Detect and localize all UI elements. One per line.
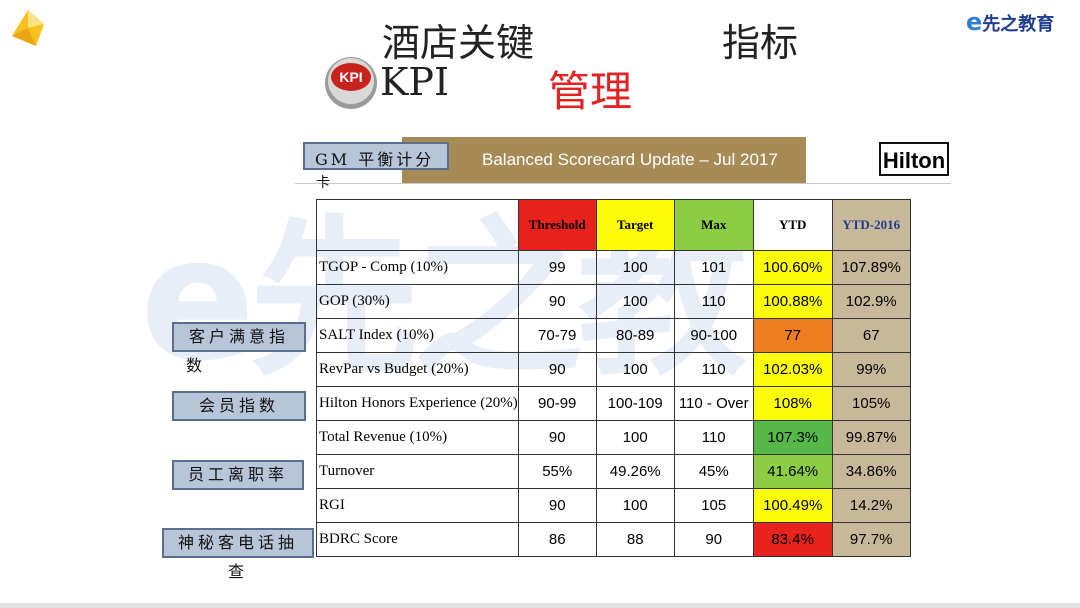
table-header-cell: YTD — [752, 199, 833, 251]
brand-logo: e先之教育 — [966, 8, 1054, 36]
kpi-max-cell: 110 — [673, 420, 754, 455]
kpi-target-cell: 100 — [595, 284, 675, 319]
kpi-name-cell: Hilton Honors Experience (20%) — [316, 386, 519, 421]
staff-turnover-label: 员工离职率 — [172, 460, 304, 490]
mystery-call-label-tail: 查 — [228, 562, 245, 581]
page-title-part1: 酒店关键 — [382, 21, 535, 65]
kpi-scorecard-table: Threshold Target Max YTD YTD-2016 TGOP - Comp… — [316, 199, 911, 557]
scorecard-banner: Balanced Scorecard Update – Jul 2017 — [402, 137, 806, 183]
kpi-name-cell: BDRC Score — [316, 522, 519, 557]
kpi-name-cell: SALT Index (10%) — [316, 318, 519, 353]
table-header-cell: Max — [673, 199, 754, 251]
customer-satisfaction-label-tail: 数 — [186, 356, 203, 375]
kpi-ytd-cell: 107.3% — [752, 420, 833, 455]
table-row: Total Revenue (10%) 90 100 110 107.3% 99.87% — [316, 420, 911, 455]
kpi-ytd-cell: 100.60% — [752, 250, 833, 285]
kpi-max-cell: 90 — [673, 522, 754, 557]
table-row: SALT Index (10%) 70-79 80-89 90-100 77 67 — [316, 318, 911, 353]
gem-logo-icon — [12, 10, 44, 46]
kpi-name-cell: RevPar vs Budget (20%) — [316, 352, 519, 387]
kpi-max-cell: 45% — [673, 454, 754, 489]
table-row: TGOP - Comp (10%) 99 100 101 100.60% 107.89% — [316, 250, 911, 285]
table-header-row: Threshold Target Max YTD YTD-2016 — [316, 199, 911, 251]
kpi-ytd2016-cell: 34.86% — [831, 454, 911, 489]
kpi-ytd-cell: 100.49% — [752, 488, 833, 523]
bottom-divider — [0, 603, 1080, 608]
kpi-max-cell: 110 — [673, 284, 754, 319]
kpi-target-cell: 100 — [595, 352, 675, 387]
kpi-threshold-cell: 55% — [517, 454, 597, 489]
mystery-call-label: 神秘客电话抽 — [162, 528, 314, 558]
table-row: RGI 90 100 105 100.49% 14.2% — [316, 488, 911, 523]
kpi-ytd2016-cell: 99.87% — [831, 420, 911, 455]
kpi-name-cell: Total Revenue (10%) — [316, 420, 519, 455]
kpi-ytd2016-cell: 105% — [831, 386, 911, 421]
table-header-cell: YTD-2016 — [831, 199, 911, 251]
kpi-max-cell: 101 — [673, 250, 754, 285]
kpi-ytd2016-cell: 14.2% — [831, 488, 911, 523]
kpi-max-cell: 105 — [673, 488, 754, 523]
page-title-part2: 指标 — [722, 21, 799, 65]
kpi-threshold-cell: 90 — [517, 352, 597, 387]
kpi-target-cell: 88 — [595, 522, 675, 557]
gm-scorecard-label: GM 平衡计分 — [303, 142, 449, 170]
member-index-label: 会员指数 — [172, 391, 306, 421]
kpi-ytd-cell: 77 — [752, 318, 833, 353]
kpi-target-cell: 100-109 — [595, 386, 675, 421]
kpi-target-cell: 100 — [595, 420, 675, 455]
hilton-logo: Hilton — [879, 142, 949, 176]
table-header-blank — [316, 199, 519, 251]
kpi-button-icon: KPI — [325, 57, 377, 109]
kpi-ytd2016-cell: 99% — [831, 352, 911, 387]
kpi-name-cell: TGOP - Comp (10%) — [316, 250, 519, 285]
table-row: RevPar vs Budget (20%) 90 100 110 102.03% 99% — [316, 352, 911, 387]
kpi-name-cell: RGI — [316, 488, 519, 523]
banner-divider — [295, 183, 951, 184]
kpi-max-cell: 110 - Over — [673, 386, 754, 421]
kpi-threshold-cell: 90 — [517, 488, 597, 523]
kpi-name-cell: GOP (30%) — [316, 284, 519, 319]
kpi-threshold-cell: 70-79 — [517, 318, 597, 353]
table-row: Turnover 55% 49.26% 45% 41.64% 34.86% — [316, 454, 911, 489]
kpi-threshold-cell: 90 — [517, 284, 597, 319]
kpi-ytd2016-cell: 97.7% — [831, 522, 911, 557]
kpi-threshold-cell: 86 — [517, 522, 597, 557]
kpi-ytd2016-cell: 102.9% — [831, 284, 911, 319]
kpi-ytd2016-cell: 67 — [831, 318, 911, 353]
kpi-max-cell: 90-100 — [673, 318, 754, 353]
customer-satisfaction-label: 客户满意指 — [172, 322, 306, 352]
kpi-target-cell: 80-89 — [595, 318, 675, 353]
gm-scorecard-label-tail: 卡 — [316, 175, 330, 191]
table-row: Hilton Honors Experience (20%) 90-99 100-1… — [316, 386, 911, 421]
kpi-ytd-cell: 100.88% — [752, 284, 833, 319]
kpi-threshold-cell: 99 — [517, 250, 597, 285]
kpi-target-cell: 100 — [595, 250, 675, 285]
table-row: BDRC Score 86 88 90 83.4% 97.7% — [316, 522, 911, 557]
table-row: GOP (30%) 90 100 110 100.88% 102.9% — [316, 284, 911, 319]
table-header-cell: Threshold — [517, 199, 597, 251]
table-header-cell: Target — [595, 199, 675, 251]
brand-e-icon: e — [966, 8, 983, 36]
kpi-threshold-cell: 90 — [517, 420, 597, 455]
kpi-threshold-cell: 90-99 — [517, 386, 597, 421]
kpi-management-title: 管理 — [548, 67, 633, 116]
kpi-ytd-cell: 41.64% — [752, 454, 833, 489]
kpi-title: KPI — [380, 60, 449, 104]
kpi-target-cell: 49.26% — [595, 454, 675, 489]
kpi-ytd-cell: 83.4% — [752, 522, 833, 557]
kpi-name-cell: Turnover — [316, 454, 519, 489]
kpi-badge-text: KPI — [339, 69, 362, 85]
kpi-target-cell: 100 — [595, 488, 675, 523]
brand-name: 先之教育 — [982, 14, 1055, 35]
kpi-max-cell: 110 — [673, 352, 754, 387]
kpi-ytd2016-cell: 107.89% — [831, 250, 911, 285]
kpi-ytd-cell: 108% — [752, 386, 833, 421]
kpi-ytd-cell: 102.03% — [752, 352, 833, 387]
